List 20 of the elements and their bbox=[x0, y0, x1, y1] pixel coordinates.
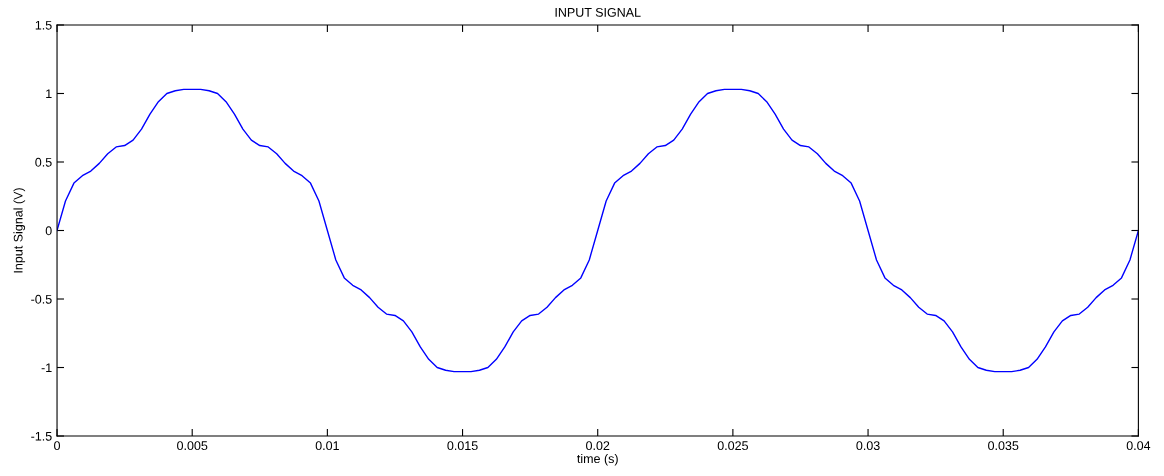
x-tick-label: 0.04 bbox=[1126, 441, 1151, 451]
y-axis-title: Input Signal (V) bbox=[13, 188, 26, 273]
y-tick-label: -1.5 bbox=[31, 431, 52, 441]
y-tick-label: -1 bbox=[41, 363, 52, 373]
x-tick-label: 0.02 bbox=[586, 441, 610, 451]
y-tick-label: 1 bbox=[46, 89, 52, 99]
x-tick-label: 0.01 bbox=[315, 441, 339, 451]
y-tick-label: 0.5 bbox=[35, 157, 52, 167]
line-series bbox=[57, 88, 1139, 373]
x-tick-label: 0.03 bbox=[856, 441, 880, 451]
y-tick-label: 1.5 bbox=[35, 20, 52, 30]
x-axis-title: time (s) bbox=[577, 453, 618, 466]
x-tick-label: 0.015 bbox=[447, 441, 478, 451]
x-tick-label: 0.035 bbox=[988, 441, 1019, 451]
chart-title: INPUT SIGNAL bbox=[555, 7, 641, 17]
x-tick-label: 0 bbox=[54, 441, 61, 451]
y-tick-label: 0 bbox=[45, 226, 52, 236]
y-tick-label: -0.5 bbox=[31, 294, 52, 304]
x-tick-label: 0.025 bbox=[717, 441, 748, 451]
x-tick-label: 0.005 bbox=[177, 441, 208, 451]
